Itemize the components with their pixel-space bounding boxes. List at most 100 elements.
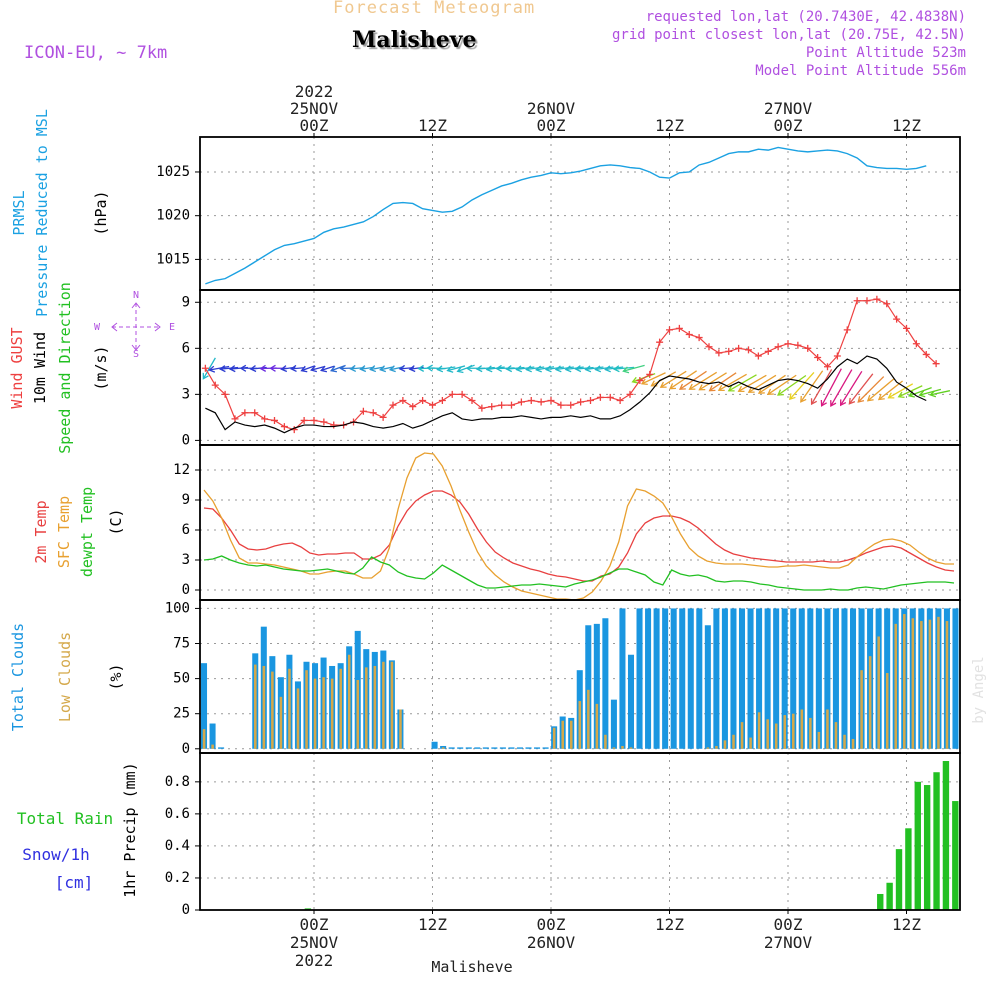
- rain-bar: [952, 801, 959, 910]
- gust-label: Wind GUST: [8, 327, 26, 408]
- gust-marker: [478, 404, 486, 412]
- low-cloud-bar: [399, 709, 402, 749]
- y-tick-label: 100: [165, 600, 190, 616]
- low-cloud-bar: [732, 734, 735, 749]
- wind-arrow-head: [640, 378, 648, 386]
- wind-arrow-head: [369, 365, 377, 373]
- gust-marker: [429, 401, 436, 409]
- total-cloud-bar: [738, 608, 746, 749]
- total-cloud-bar: [824, 608, 831, 749]
- total-cloud-bar: [679, 608, 686, 749]
- y-tick-label: 0.8: [165, 774, 190, 790]
- bottom-time-label: 00Z: [774, 915, 803, 934]
- wind-arrow-head: [259, 364, 267, 372]
- wind-arrow-head: [515, 365, 523, 373]
- total-cloud-bar: [636, 608, 643, 749]
- bottom-time-label: 26NOV: [527, 933, 576, 952]
- wind-arrow-head: [218, 365, 226, 373]
- y-tick-label: 3: [182, 386, 190, 402]
- gust-marker: [251, 409, 259, 417]
- gust-marker: [567, 401, 575, 409]
- wind-direction-arrow: [789, 371, 815, 400]
- wind-arrow-head: [228, 365, 236, 373]
- pressure-label-a: PRMSL: [10, 190, 28, 235]
- wind-direction-arrow: [575, 366, 594, 370]
- gust-marker: [261, 415, 269, 423]
- gust-marker: [863, 297, 871, 305]
- gust-marker: [606, 393, 614, 401]
- wind-arrow-head: [426, 364, 433, 372]
- wind-arrow-head: [446, 365, 454, 373]
- station-title: Malisheve: [352, 27, 477, 53]
- temp-unit-label: (C): [107, 508, 125, 535]
- low-cloud-bar: [809, 717, 812, 749]
- wind-direction-arrow: [555, 366, 574, 371]
- wind-arrow-head: [820, 399, 827, 407]
- wind-arrow-head: [525, 365, 532, 373]
- wind-arrow-head: [475, 365, 483, 373]
- wind-direction-arrow: [777, 374, 807, 396]
- wind-arrow-head: [300, 365, 308, 373]
- top-time-label: 12Z: [892, 116, 921, 135]
- total-cloud-bar: [201, 663, 208, 749]
- wind-direction-arrow: [767, 374, 797, 395]
- gust-marker: [211, 381, 219, 389]
- gust-marker: [517, 398, 525, 406]
- low-cloud-bar: [817, 731, 821, 749]
- wind-arrow-head: [269, 364, 276, 372]
- total-cloud-bar: [508, 747, 515, 749]
- rain-bar: [914, 781, 921, 910]
- y-tick-label: 6: [182, 340, 190, 356]
- low-cloud-bar: [211, 744, 214, 749]
- wind-direction-arrow: [614, 366, 635, 370]
- gust-marker: [389, 401, 397, 409]
- wind-arrow-head: [359, 365, 367, 373]
- low-cloud-bar: [313, 678, 317, 749]
- low-cloud-bar: [569, 720, 573, 749]
- low-cloud-bar: [441, 747, 445, 749]
- total-cloud-bar: [602, 618, 609, 749]
- y-tick-label: 75: [173, 636, 190, 652]
- wind-direction-arrow: [660, 370, 687, 388]
- bottom-time-label: 27NOV: [764, 933, 813, 952]
- total-cloud-bar: [465, 747, 472, 749]
- total-cloud-bar: [781, 608, 788, 749]
- gust-marker: [883, 300, 891, 308]
- total-cloud-bar: [645, 608, 652, 749]
- wind-direction-arrow: [728, 374, 757, 392]
- gust-marker: [369, 409, 377, 417]
- wind10m-line: [205, 355, 927, 434]
- y-tick-label: 0.6: [165, 806, 190, 822]
- wind-direction-arrow: [878, 380, 903, 401]
- wind-direction-arrow: [301, 365, 315, 372]
- top-time-label: 00Z: [774, 116, 803, 135]
- y-tick-label: 25: [173, 706, 190, 722]
- total-cloud-bar: [627, 654, 635, 749]
- wind-arrow-head: [290, 364, 297, 373]
- wind-arrow-head: [698, 384, 706, 391]
- gust-marker: [626, 390, 634, 398]
- gust-marker: [833, 352, 841, 360]
- low-cloud-bar: [578, 701, 582, 749]
- total-cloud-bar: [653, 608, 660, 749]
- gridpoint-coordinates: grid point closest lon,lat (20.75E, 42.5…: [611, 27, 966, 43]
- wind-arrow-head: [877, 393, 885, 401]
- gust-marker: [271, 416, 278, 424]
- y-tick-label: 0: [182, 741, 190, 757]
- low-cloud-bar: [339, 668, 342, 749]
- wind-arrow-head: [554, 365, 562, 373]
- gust-marker: [527, 396, 535, 404]
- gust-marker: [379, 413, 387, 421]
- wind-direction-arrow: [526, 366, 545, 371]
- low-cloud-bar: [621, 745, 624, 749]
- gust-marker: [814, 354, 822, 362]
- bottom-time-label: 12Z: [655, 915, 684, 934]
- wind-direction-arrow: [908, 387, 932, 397]
- low-cloud-bar: [715, 745, 718, 749]
- wind10m-label: 10m Wind: [31, 332, 49, 404]
- total-cloud-bar: [730, 608, 737, 749]
- low-cloud-bar: [800, 709, 804, 749]
- panel-frame: [199, 752, 961, 911]
- wind-direction-arrow: [409, 366, 424, 370]
